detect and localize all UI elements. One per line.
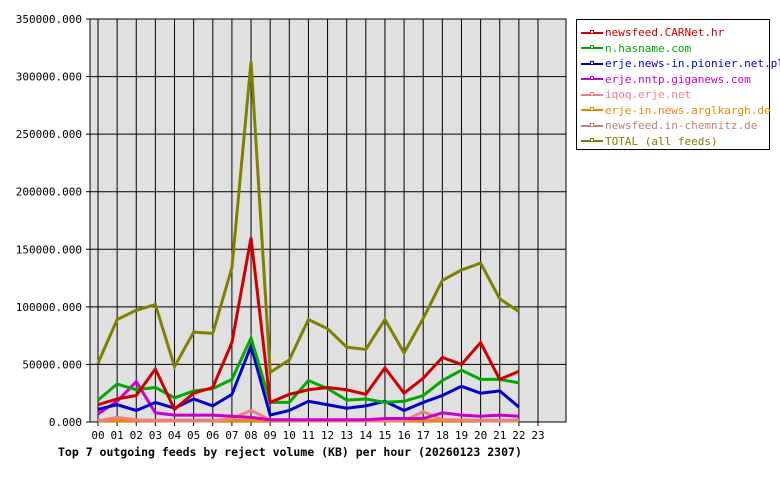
- x-tick-label: 17: [417, 429, 430, 442]
- x-tick-label: 09: [264, 429, 277, 442]
- legend-label: newsfeed.in-chemnitz.de: [605, 119, 758, 133]
- x-tick-label: 01: [111, 429, 124, 442]
- series-line: [97, 237, 520, 412]
- x-tick-label: 11: [302, 429, 315, 442]
- legend-item: erje.news-in.pionier.net.pl: [577, 56, 780, 72]
- legend-label: erje.nntp.giganews.com: [605, 72, 751, 86]
- x-tick-label: 10: [283, 429, 296, 442]
- legend-item: erje.nntp.giganews.com: [577, 72, 769, 88]
- legend-line-marker-icon: [581, 27, 603, 39]
- x-tick-label: 06: [206, 429, 219, 442]
- x-tick-label: 03: [149, 429, 162, 442]
- x-tick-label: 18: [436, 429, 449, 442]
- x-tick-label: 00: [91, 429, 104, 442]
- y-tick-label: 100000.000: [16, 301, 82, 314]
- legend-item: erje-in.news.arglkargh.de: [577, 103, 771, 119]
- x-tick-label: 22: [512, 429, 525, 442]
- y-tick-label: 150000.000: [16, 243, 82, 256]
- legend-item: TOTAL (all feeds): [577, 134, 769, 150]
- x-tick-label: 19: [455, 429, 468, 442]
- y-axis: 0.000 50000.000 100000.000 150000.000 200000…: [16, 13, 90, 429]
- legend-label: n.hasname.com: [605, 41, 692, 55]
- legend-label: erje-in.news.arglkargh.de: [605, 103, 771, 117]
- legend-line-marker-icon: [581, 135, 603, 147]
- x-tick-label: 04: [168, 429, 182, 442]
- chart-legend: newsfeed.CARNet.hr n.hasname.com erje.news…: [576, 19, 780, 150]
- x-tick-label: 13: [340, 429, 353, 442]
- x-tick-label: 07: [225, 429, 238, 442]
- y-tick-label: 50000.000: [22, 358, 82, 371]
- legend-line-marker-icon: [581, 42, 603, 54]
- x-tick-label: 02: [130, 429, 143, 442]
- x-tick-label: 16: [397, 429, 410, 442]
- series-lines: [96, 61, 520, 423]
- x-tick-label: 08: [244, 429, 257, 442]
- legend-line-marker-icon: [581, 104, 603, 116]
- y-tick-label: 300000.000: [16, 71, 82, 84]
- x-tick-label: 23: [531, 429, 544, 442]
- series-line: [97, 379, 519, 422]
- legend-label: newsfeed.CARNet.hr: [605, 26, 725, 40]
- x-axis: 00 01 02 03 04 05 06 07 08 09 10 11 12 13 14 15 16 17 18 19…: [91, 422, 545, 442]
- chart-title: Top 7 outgoing feeds by reject volume (K…: [58, 445, 522, 459]
- series-line: [97, 341, 520, 417]
- x-tick-label: 20: [474, 429, 487, 442]
- y-tick-label: 0.000: [49, 416, 82, 429]
- legend-label: iqoq.erje.net: [605, 88, 692, 102]
- grid-lines: [90, 19, 566, 422]
- y-tick-label: 200000.000: [16, 186, 82, 199]
- series-line: [96, 61, 520, 376]
- legend-item: n.hasname.com: [577, 41, 769, 57]
- x-tick-label: 15: [378, 429, 391, 442]
- legend-item: newsfeed.in-chemnitz.de: [577, 118, 769, 134]
- legend-line-marker-icon: [581, 73, 603, 85]
- x-tick-label: 21: [493, 429, 506, 442]
- x-tick-label: 14: [359, 429, 373, 442]
- legend-label: TOTAL (all feeds): [605, 134, 718, 148]
- x-tick-label: 12: [321, 429, 334, 442]
- legend-item: newsfeed.CARNet.hr: [577, 25, 769, 41]
- legend-line-marker-icon: [581, 58, 603, 70]
- y-tick-label: 250000.000: [16, 128, 82, 141]
- legend-label: erje.news-in.pionier.net.pl: [605, 57, 780, 71]
- x-tick-label: 05: [187, 429, 200, 442]
- legend-line-marker-icon: [581, 120, 603, 132]
- legend-line-marker-icon: [581, 89, 603, 101]
- y-tick-label: 350000.000: [16, 13, 82, 26]
- legend-item: iqoq.erje.net: [577, 87, 769, 103]
